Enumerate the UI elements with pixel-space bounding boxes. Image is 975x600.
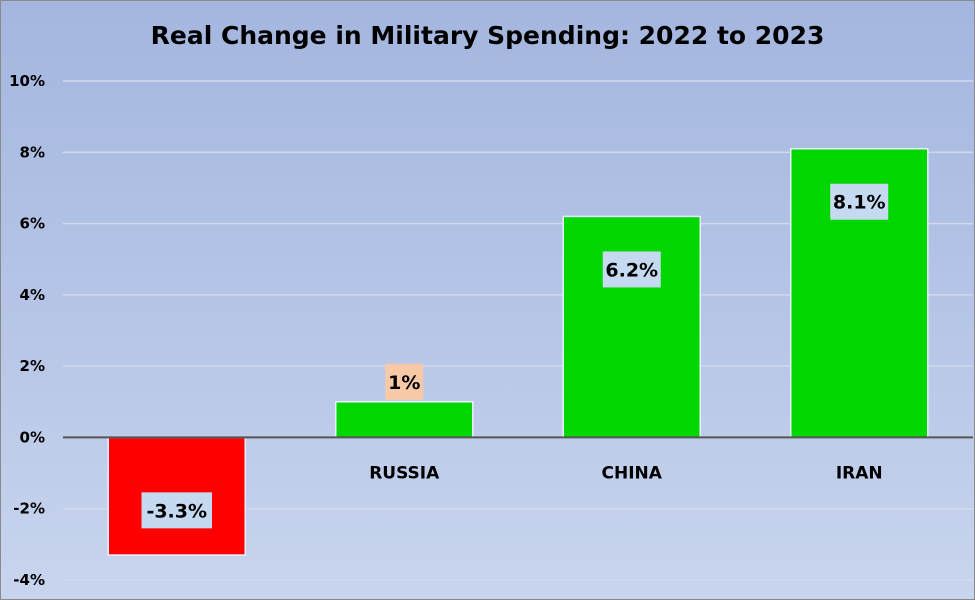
y-tick-label: 10% bbox=[9, 72, 45, 90]
y-tick-label: 8% bbox=[20, 143, 45, 161]
y-tick-label: 4% bbox=[20, 286, 45, 304]
chart-title: Real Change in Military Spending: 2022 t… bbox=[150, 21, 825, 50]
data-label: 6.2% bbox=[605, 259, 658, 281]
data-label-box bbox=[385, 363, 424, 400]
bar bbox=[335, 401, 474, 439]
y-tick-label: 2% bbox=[20, 357, 45, 375]
data-label-box bbox=[602, 251, 661, 288]
bar bbox=[562, 215, 701, 439]
y-tick-label: -2% bbox=[13, 500, 45, 518]
y-tick-label: -4% bbox=[13, 571, 45, 589]
y-tick-label: 0% bbox=[20, 428, 45, 446]
category-label: CHINA bbox=[602, 463, 663, 483]
category-label: IRAN bbox=[836, 463, 883, 483]
data-label: 8.1% bbox=[833, 192, 886, 214]
data-label-box bbox=[830, 183, 889, 220]
category-label: RUSSIA bbox=[369, 463, 440, 483]
y-tick-label: 6% bbox=[20, 215, 45, 233]
data-label: 1% bbox=[388, 372, 420, 394]
data-label-box bbox=[141, 492, 212, 529]
data-label: -3.3% bbox=[146, 500, 207, 522]
